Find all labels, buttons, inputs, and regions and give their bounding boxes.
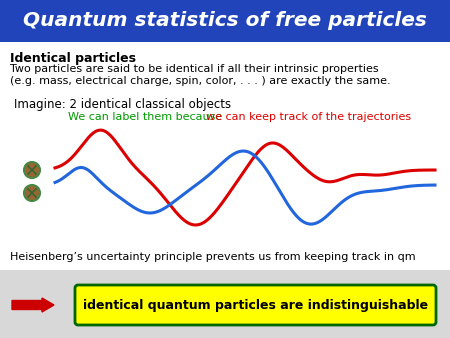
Circle shape (24, 162, 40, 178)
Text: Two particles are said to be identical if all their intrinsic properties: Two particles are said to be identical i… (10, 64, 378, 74)
Text: Heisenberg’s uncertainty principle prevents us from keeping track in qm: Heisenberg’s uncertainty principle preve… (10, 252, 416, 262)
FancyArrow shape (12, 298, 54, 312)
Bar (0, 42, 450, 338)
Text: We can label them because: We can label them because (68, 112, 226, 122)
Text: Imagine: 2 identical classical objects: Imagine: 2 identical classical objects (14, 98, 231, 111)
Text: (e.g. mass, electrical charge, spin, color, . . . ) are exactly the same.: (e.g. mass, electrical charge, spin, col… (10, 76, 391, 86)
Text: Identical particles: Identical particles (10, 52, 136, 65)
Text: we can keep track of the trajectories: we can keep track of the trajectories (206, 112, 411, 122)
Circle shape (24, 185, 40, 201)
Text: identical quantum particles are indistinguishable: identical quantum particles are indistin… (83, 298, 428, 312)
Bar (0, 270, 450, 338)
Text: Quantum statistics of free particles: Quantum statistics of free particles (23, 11, 427, 30)
FancyBboxPatch shape (75, 285, 436, 325)
Bar (0, 0, 450, 42)
